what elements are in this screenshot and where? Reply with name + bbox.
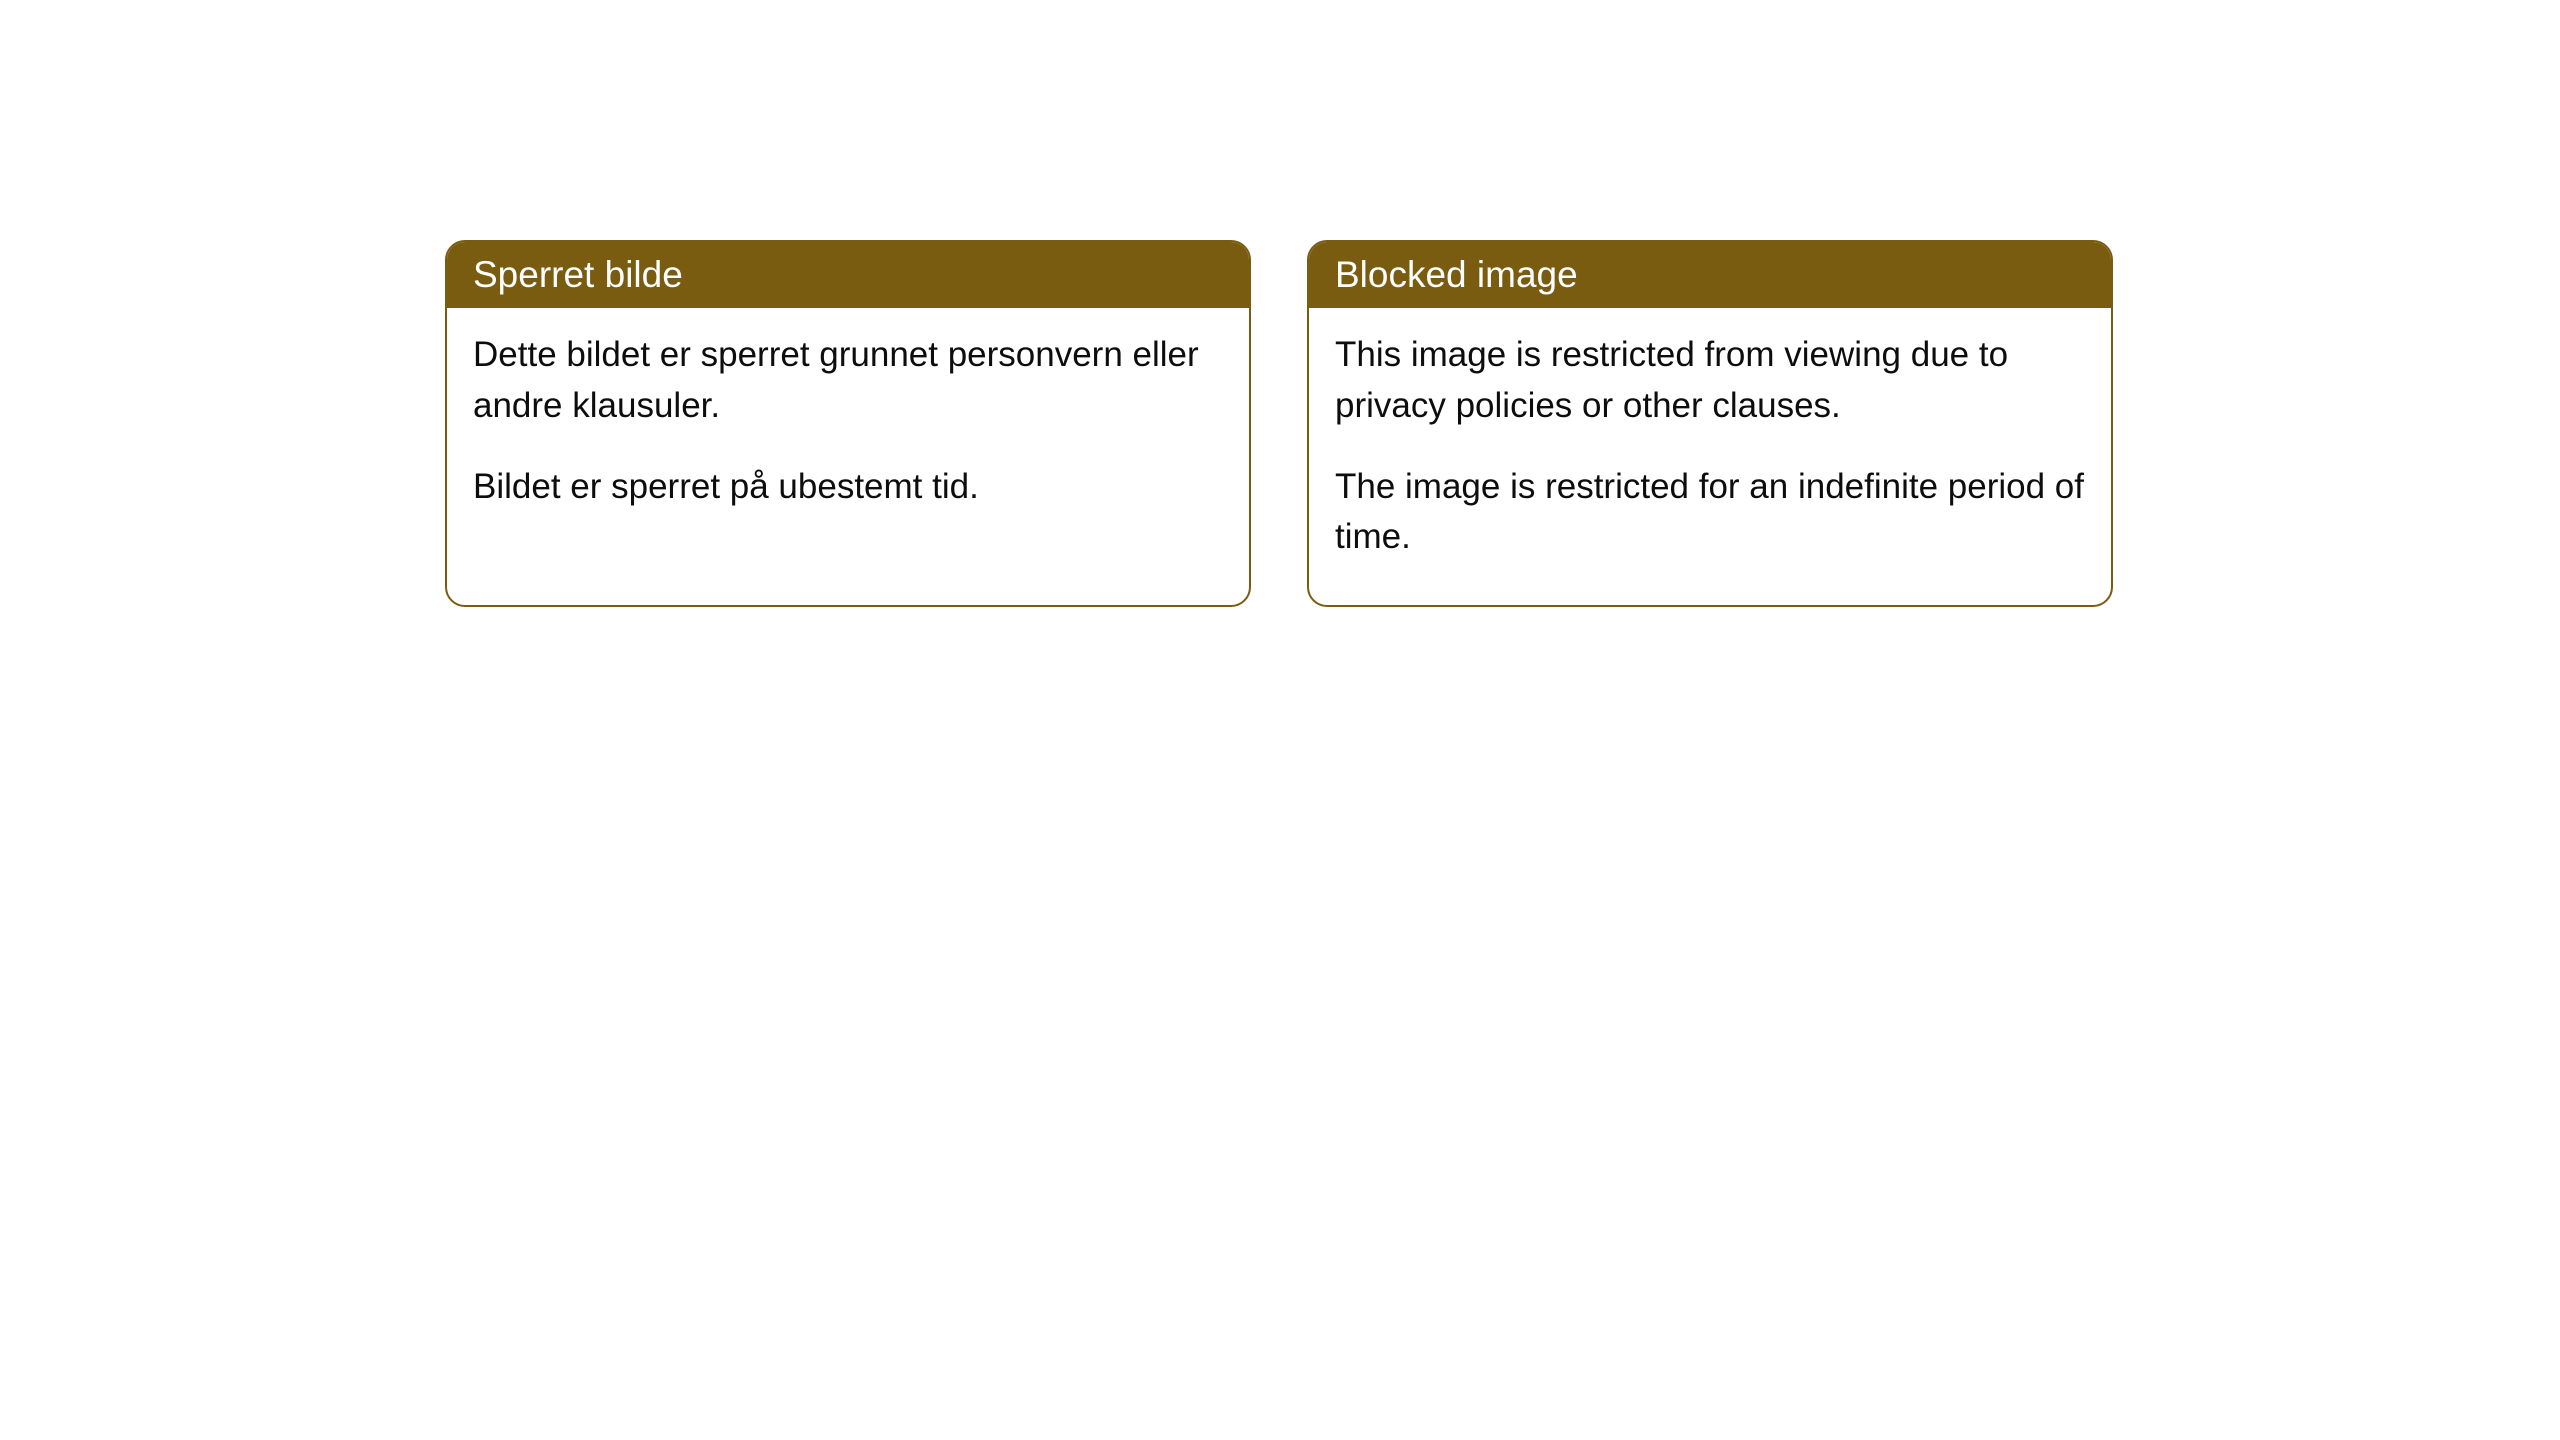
card-paragraph: This image is restricted from viewing du… xyxy=(1335,330,2085,432)
notice-card-norwegian: Sperret bilde Dette bildet er sperret gr… xyxy=(445,240,1251,607)
card-header: Blocked image xyxy=(1309,242,2111,308)
card-paragraph: Dette bildet er sperret grunnet personve… xyxy=(473,330,1223,432)
card-paragraph: Bildet er sperret på ubestemt tid. xyxy=(473,462,1223,513)
card-title: Blocked image xyxy=(1335,254,1578,295)
card-body: This image is restricted from viewing du… xyxy=(1309,308,2111,605)
notice-card-english: Blocked image This image is restricted f… xyxy=(1307,240,2113,607)
card-header: Sperret bilde xyxy=(447,242,1249,308)
card-title: Sperret bilde xyxy=(473,254,683,295)
notice-cards-container: Sperret bilde Dette bildet er sperret gr… xyxy=(445,240,2560,607)
card-paragraph: The image is restricted for an indefinit… xyxy=(1335,462,2085,564)
card-body: Dette bildet er sperret grunnet personve… xyxy=(447,308,1249,554)
